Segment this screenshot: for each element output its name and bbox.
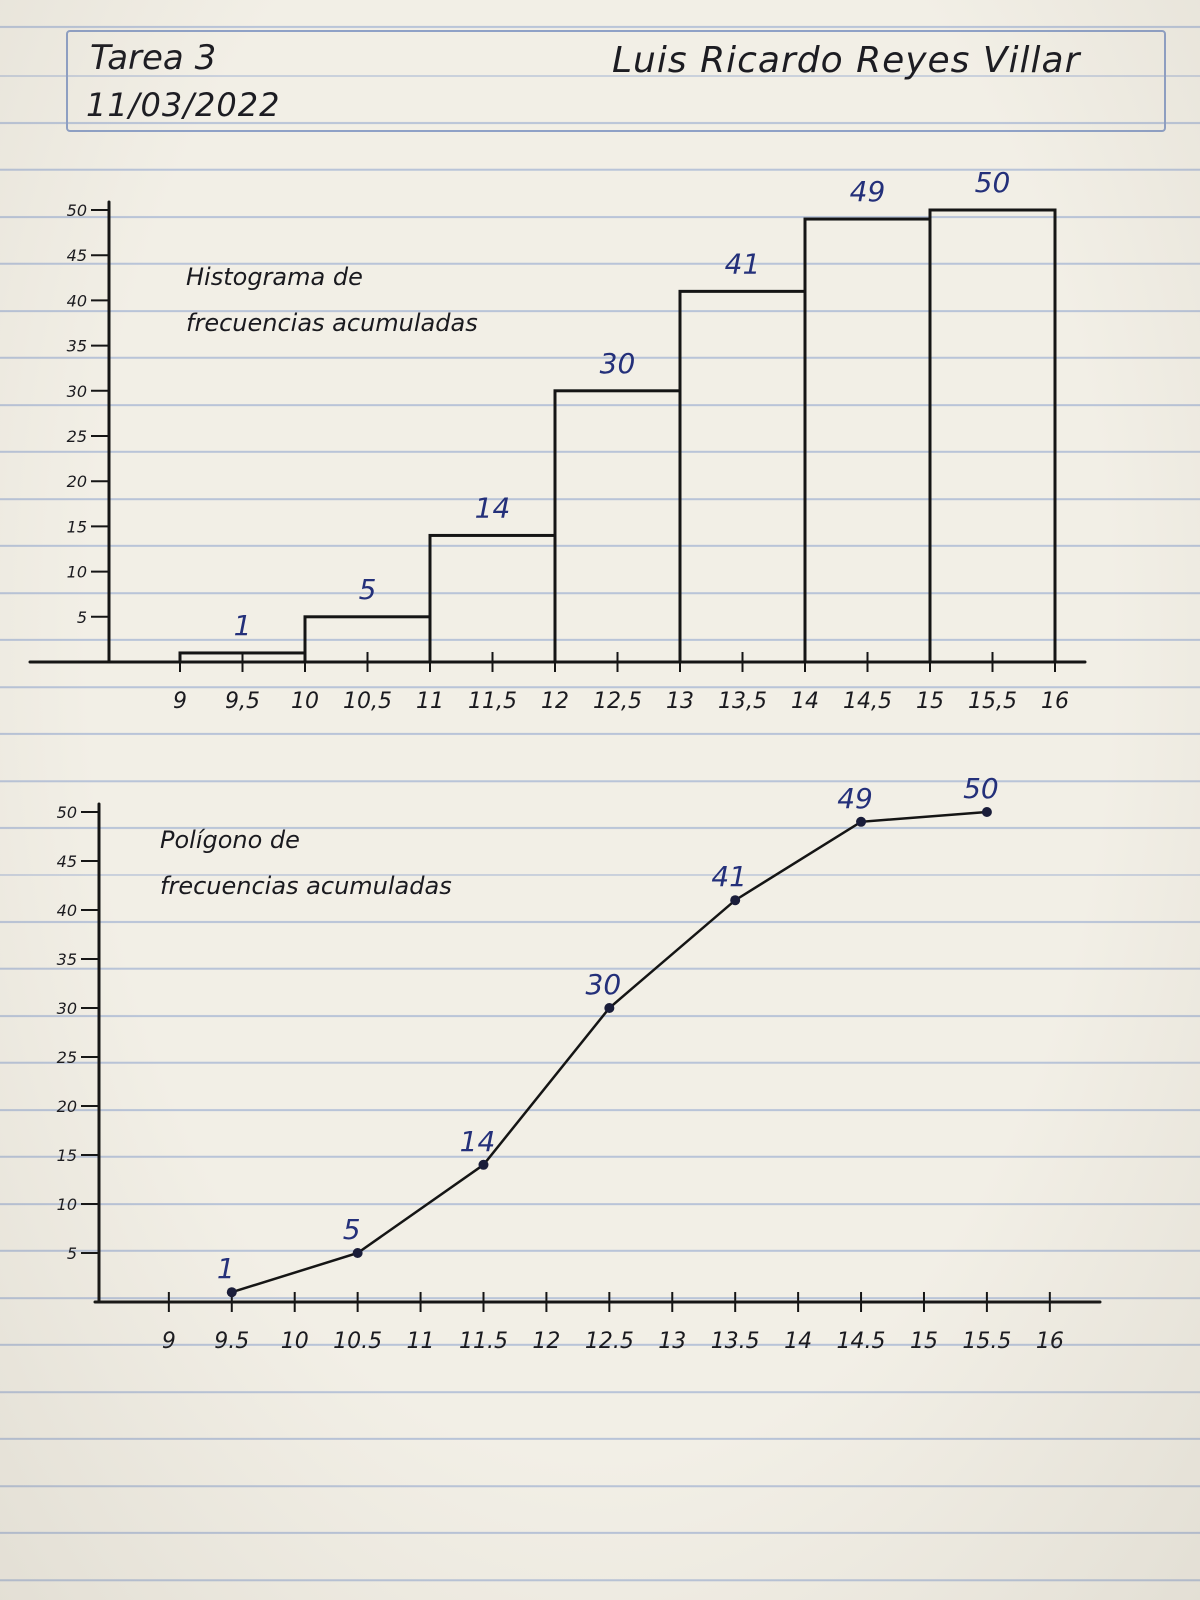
- hist-title-line: Histograma de: [186, 263, 363, 291]
- polygon-point-label: 41: [711, 860, 747, 893]
- hist-x-tick-label: 10,5: [343, 689, 392, 714]
- polygon-point: [226, 1287, 237, 1298]
- hist-x-tick-label: 11,5: [468, 689, 517, 714]
- hist-x-tick-label: 13,5: [718, 689, 767, 714]
- hist-y-tick-label: 40: [67, 291, 87, 310]
- poly-y-tick-label: 35: [57, 950, 77, 969]
- hist-x-tick-label: 10: [291, 689, 319, 714]
- polygon-point-label: 1: [217, 1252, 235, 1285]
- poly-x-tick-label: 13.5: [711, 1329, 760, 1354]
- histogram-bar-label: 1: [234, 609, 252, 642]
- hist-y-tick-label: 10: [67, 563, 87, 582]
- header-box: [66, 30, 1166, 132]
- poly-x-tick-label: 15: [910, 1329, 938, 1354]
- polygon-point-label: 50: [963, 772, 999, 805]
- hist-x-tick-label: 15,5: [968, 689, 1017, 714]
- poly-x-tick-label: 9.5: [214, 1329, 249, 1354]
- poly-y-tick-label: 50: [57, 803, 77, 822]
- polygon-point: [730, 895, 741, 906]
- poly-y-tick-label: 25: [57, 1048, 77, 1067]
- poly-x-tick-label: 13: [658, 1329, 686, 1354]
- polygon-point: [604, 1003, 615, 1013]
- poly-x-tick-label: 16: [1036, 1329, 1064, 1354]
- histogram-bar-label: 30: [600, 347, 636, 380]
- hist-title-line: frecuencias acumuladas: [186, 309, 478, 337]
- poly-y-tick-label: 45: [57, 852, 77, 871]
- hist-y-tick-label: 35: [67, 337, 87, 356]
- hist-y-tick-label: 20: [67, 472, 87, 491]
- polygon-point-label: 49: [837, 782, 873, 815]
- hist-y-tick-label: 15: [67, 517, 87, 536]
- hist-x-tick-label: 14: [791, 689, 819, 714]
- poly-x-tick-label: 14: [784, 1329, 812, 1354]
- poly-x-tick-label: 10.5: [333, 1329, 382, 1354]
- hist-y-tick-label: 30: [67, 382, 87, 401]
- poly-y-tick-label: 15: [57, 1146, 77, 1165]
- poly-x-tick-label: 14.5: [837, 1329, 886, 1354]
- hist-x-tick-label: 11: [416, 689, 444, 714]
- poly-y-tick-label: 30: [57, 999, 77, 1018]
- hist-y-tick-label: 5: [77, 608, 87, 627]
- hist-y-tick-label: 50: [67, 201, 87, 220]
- polygon-point: [478, 1159, 489, 1170]
- polygon-point: [352, 1248, 363, 1258]
- histogram-bar-label: 49: [850, 175, 886, 208]
- student-name: Luis Ricardo Reyes Villar: [612, 40, 1081, 81]
- poly-y-tick-label: 40: [57, 901, 77, 920]
- poly-y-tick-label: 10: [57, 1195, 77, 1214]
- polygon-point-label: 5: [343, 1213, 361, 1246]
- hist-x-tick-label: 16: [1041, 689, 1069, 714]
- hist-x-tick-label: 12,5: [593, 689, 642, 714]
- histogram-bar-label: 50: [975, 166, 1011, 199]
- assignment-title: Tarea 3: [90, 38, 217, 78]
- poly-x-tick-label: 10: [281, 1329, 309, 1354]
- assignment-date: 11/03/2022: [86, 86, 281, 124]
- poly-x-tick-label: 15.5: [962, 1329, 1011, 1354]
- histogram-bar: [928, 208, 1057, 664]
- histogram-bar-label: 14: [475, 491, 511, 524]
- poly-title-line: frecuencias acumuladas: [160, 872, 452, 900]
- hist-x-tick-label: 14,5: [843, 689, 892, 714]
- poly-y-tick-label: 5: [67, 1244, 77, 1263]
- polygon-point-label: 30: [586, 968, 622, 1001]
- polygon-point: [981, 807, 992, 817]
- hist-y-tick-label: 25: [67, 427, 87, 446]
- poly-x-tick-label: 12.5: [585, 1329, 634, 1354]
- hist-x-tick-label: 12: [541, 689, 569, 714]
- hist-x-tick-label: 13: [666, 689, 694, 714]
- poly-x-tick-label: 12: [532, 1329, 560, 1354]
- hist-x-tick-label: 15: [916, 689, 944, 714]
- hist-x-tick-label: 9: [173, 689, 187, 714]
- poly-x-tick-label: 11: [407, 1329, 435, 1354]
- poly-title-line: Polígono de: [160, 826, 300, 854]
- poly-x-tick-label: 11.5: [459, 1329, 508, 1354]
- poly-x-tick-label: 9: [162, 1329, 176, 1354]
- hist-y-tick-label: 45: [67, 246, 87, 265]
- hist-x-tick-label: 9,5: [225, 689, 260, 714]
- poly-y-tick-label: 20: [57, 1097, 77, 1116]
- polygon-point: [856, 816, 867, 827]
- polygon-point-label: 14: [460, 1125, 496, 1158]
- histogram-bar-label: 41: [725, 247, 761, 280]
- histogram-bar-label: 5: [359, 573, 377, 606]
